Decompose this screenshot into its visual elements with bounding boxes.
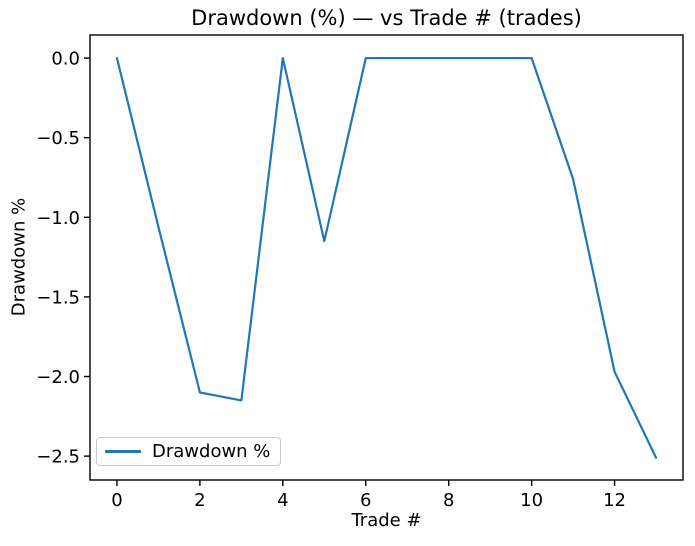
x-tick-label: 10: [520, 490, 543, 511]
y-tick-label: −0.5: [36, 128, 80, 149]
x-tick-label: 8: [443, 490, 454, 511]
legend-line-swatch: [105, 450, 141, 453]
x-tick-label: 2: [194, 490, 205, 511]
y-axis-label: Drawdown %: [8, 197, 30, 317]
y-tick-label: −1.5: [36, 287, 80, 308]
legend: Drawdown %: [96, 437, 282, 466]
x-tick-label: 6: [360, 490, 371, 511]
plot-spines: [89, 34, 684, 481]
y-tick-label: 0.0: [51, 49, 80, 70]
x-tick-label: 0: [111, 490, 122, 511]
x-tick-label: 12: [603, 490, 626, 511]
chart-title: Drawdown (%) — vs Trade # (trades): [191, 6, 582, 30]
y-tick-label: −2.5: [36, 447, 80, 468]
y-tick-label: −2.0: [36, 367, 80, 388]
x-tick-label: 4: [277, 490, 288, 511]
y-tick-label: −1.0: [36, 208, 80, 229]
legend-label: Drawdown %: [152, 441, 271, 462]
drawdown-line: [115, 56, 658, 459]
x-axis-label: Trade #: [351, 510, 422, 531]
